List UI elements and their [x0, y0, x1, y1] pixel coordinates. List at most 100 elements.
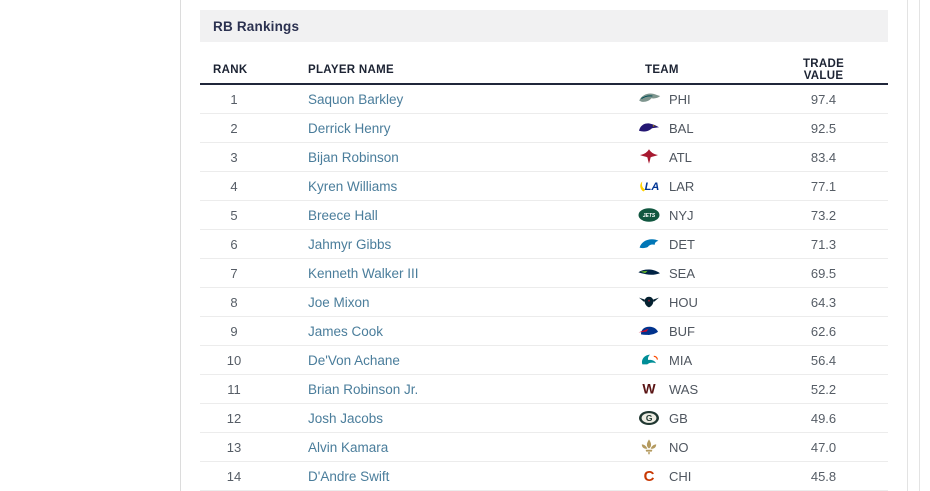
- team-cell: PHI: [637, 90, 783, 108]
- team-abbreviation: WAS: [669, 381, 699, 397]
- column-header-player-name: PLAYER NAME: [308, 63, 394, 76]
- player-link[interactable]: Saquon Barkley: [308, 91, 404, 107]
- table-row: 2 Derrick Henry BAL 92.5: [200, 114, 888, 143]
- green-bay-packers-logo: G: [637, 409, 661, 427]
- team-cell: ATL: [637, 148, 783, 166]
- rank-cell: 10: [213, 353, 308, 368]
- team-cell: W WAS: [637, 380, 783, 398]
- rank-value: 12: [226, 410, 242, 426]
- player-cell: Kenneth Walker III: [308, 266, 637, 281]
- table-row: 4 Kyren Williams LA LAR 77.1: [200, 172, 888, 201]
- player-link[interactable]: Alvin Kamara: [308, 439, 389, 455]
- team-abbreviation: SEA: [669, 265, 696, 281]
- rank-cell: 13: [213, 440, 308, 455]
- trade-value: 92.5: [810, 120, 837, 136]
- team-cell: G GB: [637, 409, 783, 427]
- chicago-bears-logo: C: [637, 467, 661, 485]
- trade-value-cell: 47.0: [783, 440, 864, 455]
- team-cell: BAL: [637, 119, 783, 137]
- team-abbreviation: BAL: [669, 120, 694, 136]
- trade-value: 71.3: [810, 236, 837, 252]
- player-cell: Jahmyr Gibbs: [308, 237, 637, 252]
- player-link[interactable]: Jahmyr Gibbs: [308, 236, 392, 252]
- table-row: 10 De'Von Achane MIA 56.4: [200, 346, 888, 375]
- right-page-divider: [907, 0, 908, 491]
- table-row: 12 Josh Jacobs G GB 49.6: [200, 404, 888, 433]
- table-row: 5 Breece Hall JETS NYJ 73.2: [200, 201, 888, 230]
- player-link[interactable]: Brian Robinson Jr.: [308, 381, 419, 397]
- baltimore-ravens-logo: [637, 119, 661, 137]
- table-row: 7 Kenneth Walker III SEA 69.5: [200, 259, 888, 288]
- table-row: 6 Jahmyr Gibbs DET 71.3: [200, 230, 888, 259]
- trade-value-cell: 49.6: [783, 411, 864, 426]
- player-cell: James Cook: [308, 324, 637, 339]
- player-link[interactable]: D'Andre Swift: [308, 468, 390, 484]
- team-cell: LA LAR: [637, 177, 783, 195]
- trade-value-cell: 52.2: [783, 382, 864, 397]
- svg-text:LA: LA: [645, 181, 660, 193]
- rank-value: 5: [230, 207, 238, 223]
- panel-title: RB Rankings: [213, 18, 300, 34]
- trade-value: 83.4: [810, 149, 837, 165]
- trade-value: 97.4: [810, 91, 837, 107]
- table-row: 13 Alvin Kamara NO 47.0: [200, 433, 888, 462]
- detroit-lions-logo: [637, 235, 661, 253]
- table-row: 1 Saquon Barkley PHI 97.4: [200, 85, 888, 114]
- team-abbreviation: MIA: [669, 352, 693, 368]
- trade-value-cell: 77.1: [783, 179, 864, 194]
- rank-value: 8: [230, 294, 238, 310]
- team-abbreviation: ATL: [669, 149, 692, 165]
- player-link[interactable]: De'Von Achane: [308, 352, 400, 368]
- trade-value: 77.1: [810, 178, 837, 194]
- player-cell: Saquon Barkley: [308, 92, 637, 107]
- player-link[interactable]: Kyren Williams: [308, 178, 398, 194]
- svg-text:JETS: JETS: [643, 213, 656, 219]
- team-abbreviation: PHI: [669, 91, 691, 107]
- team-abbreviation: DET: [669, 236, 695, 252]
- player-cell: Josh Jacobs: [308, 411, 637, 426]
- team-abbreviation: CHI: [669, 468, 692, 484]
- player-cell: De'Von Achane: [308, 353, 637, 368]
- rank-cell: 11: [213, 382, 308, 397]
- rank-value: 4: [230, 178, 238, 194]
- team-abbreviation: NO: [669, 439, 689, 455]
- trade-value-cell: 56.4: [783, 353, 864, 368]
- player-link[interactable]: Josh Jacobs: [308, 410, 384, 426]
- player-link[interactable]: Joe Mixon: [308, 294, 370, 310]
- rank-cell: 6: [213, 237, 308, 252]
- player-link[interactable]: Kenneth Walker III: [308, 265, 419, 281]
- los-angeles-rams-logo: LA: [637, 177, 661, 195]
- buffalo-bills-logo: [637, 322, 661, 340]
- rank-value: 7: [230, 265, 238, 281]
- column-header-trade-value: TRADE VALUE: [802, 57, 845, 82]
- new-orleans-saints-logo: [637, 438, 661, 456]
- team-cell: NO: [637, 438, 783, 456]
- rank-value: 14: [226, 468, 242, 484]
- rank-value: 1: [230, 91, 238, 107]
- svg-text:W: W: [642, 381, 656, 397]
- trade-value-cell: 45.8: [783, 469, 864, 484]
- right-page-edge: [919, 0, 920, 491]
- table-header-row: RANK PLAYER NAME TEAM TRADE VALUE: [200, 56, 888, 85]
- team-abbreviation: NYJ: [669, 207, 694, 223]
- rank-value: 11: [227, 381, 241, 397]
- rank-value: 3: [230, 149, 238, 165]
- trade-value-cell: 62.6: [783, 324, 864, 339]
- trade-value: 73.2: [810, 207, 837, 223]
- rank-value: 13: [226, 439, 242, 455]
- trade-value: 69.5: [810, 265, 837, 281]
- player-link[interactable]: Derrick Henry: [308, 120, 391, 136]
- trade-value: 62.6: [810, 323, 837, 339]
- rank-cell: 9: [213, 324, 308, 339]
- houston-texans-logo: [637, 293, 661, 311]
- player-link[interactable]: James Cook: [308, 323, 384, 339]
- player-link[interactable]: Breece Hall: [308, 207, 378, 223]
- team-abbreviation: LAR: [669, 178, 695, 194]
- rank-value: 2: [230, 120, 238, 136]
- trade-value-cell: 69.5: [783, 266, 864, 281]
- player-cell: Brian Robinson Jr.: [308, 382, 637, 397]
- svg-text:C: C: [644, 468, 655, 485]
- table-row: 3 Bijan Robinson ATL 83.4: [200, 143, 888, 172]
- player-link[interactable]: Bijan Robinson: [308, 149, 399, 165]
- trade-value: 45.8: [810, 468, 837, 484]
